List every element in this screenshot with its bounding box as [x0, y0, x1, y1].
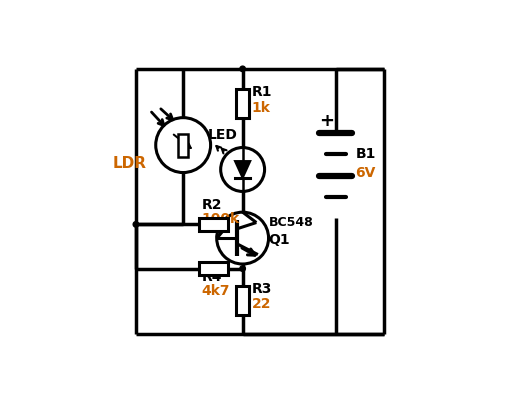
- Circle shape: [240, 66, 245, 72]
- Bar: [199, 218, 228, 231]
- Text: R2: R2: [201, 198, 222, 212]
- Polygon shape: [235, 161, 250, 178]
- Text: R1: R1: [252, 85, 272, 99]
- Text: 4k7: 4k7: [201, 284, 230, 297]
- Text: Q1: Q1: [268, 233, 290, 247]
- Bar: [236, 286, 249, 315]
- Text: +: +: [319, 112, 334, 130]
- Circle shape: [133, 222, 139, 227]
- Text: LDR: LDR: [113, 156, 147, 171]
- Text: 1k: 1k: [252, 101, 271, 114]
- Text: R4: R4: [201, 270, 222, 284]
- Text: 22: 22: [252, 297, 271, 311]
- Bar: [199, 262, 228, 275]
- Text: 6V: 6V: [355, 166, 376, 179]
- Text: R3: R3: [252, 282, 272, 296]
- Bar: [236, 89, 249, 118]
- Text: LED: LED: [208, 128, 237, 142]
- Text: BC548: BC548: [268, 216, 313, 229]
- Text: 100k: 100k: [201, 212, 239, 226]
- Bar: [178, 134, 188, 156]
- Circle shape: [240, 266, 245, 271]
- Text: B1: B1: [355, 147, 376, 161]
